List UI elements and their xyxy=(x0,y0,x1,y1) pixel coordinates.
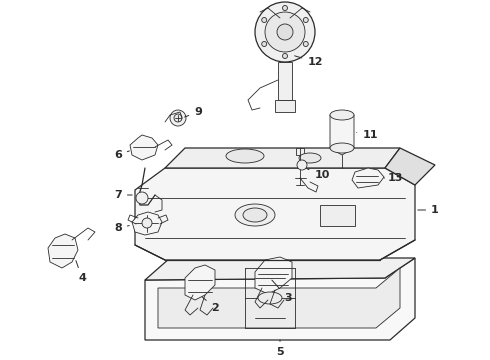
Circle shape xyxy=(262,41,267,46)
Polygon shape xyxy=(275,100,295,112)
Polygon shape xyxy=(278,62,292,100)
Polygon shape xyxy=(352,168,384,188)
Ellipse shape xyxy=(235,204,275,226)
Polygon shape xyxy=(320,205,355,226)
Circle shape xyxy=(283,54,288,59)
Circle shape xyxy=(297,160,307,170)
Polygon shape xyxy=(145,258,415,280)
Polygon shape xyxy=(165,148,400,168)
Text: 2: 2 xyxy=(202,297,219,313)
Circle shape xyxy=(277,24,293,40)
Text: 9: 9 xyxy=(185,107,202,117)
Polygon shape xyxy=(130,135,158,160)
Ellipse shape xyxy=(243,208,267,222)
Text: 8: 8 xyxy=(114,223,129,233)
Text: 10: 10 xyxy=(308,169,330,180)
Text: 12: 12 xyxy=(294,56,323,67)
Ellipse shape xyxy=(330,110,354,120)
Text: 13: 13 xyxy=(384,173,403,183)
Ellipse shape xyxy=(226,149,264,163)
Text: 11: 11 xyxy=(357,130,378,140)
Text: 4: 4 xyxy=(76,261,86,283)
Circle shape xyxy=(170,110,186,126)
Circle shape xyxy=(262,18,267,23)
Polygon shape xyxy=(385,148,435,185)
Polygon shape xyxy=(135,168,415,260)
Text: 6: 6 xyxy=(114,150,129,160)
Polygon shape xyxy=(185,265,215,300)
Polygon shape xyxy=(330,115,354,155)
Text: 1: 1 xyxy=(418,205,439,215)
Ellipse shape xyxy=(330,143,354,153)
Circle shape xyxy=(303,41,308,46)
Circle shape xyxy=(174,114,182,122)
Circle shape xyxy=(142,218,152,228)
Circle shape xyxy=(136,192,148,204)
Circle shape xyxy=(255,2,315,62)
Text: 7: 7 xyxy=(114,190,132,200)
Text: 5: 5 xyxy=(276,340,284,357)
Polygon shape xyxy=(296,148,304,155)
Ellipse shape xyxy=(258,292,282,304)
Circle shape xyxy=(265,12,305,52)
Polygon shape xyxy=(132,212,162,235)
Polygon shape xyxy=(158,268,400,328)
Polygon shape xyxy=(145,258,415,340)
Circle shape xyxy=(303,18,308,23)
Polygon shape xyxy=(255,257,292,294)
Circle shape xyxy=(283,5,288,10)
Text: 3: 3 xyxy=(272,280,292,303)
Ellipse shape xyxy=(299,153,321,163)
Polygon shape xyxy=(48,234,78,268)
